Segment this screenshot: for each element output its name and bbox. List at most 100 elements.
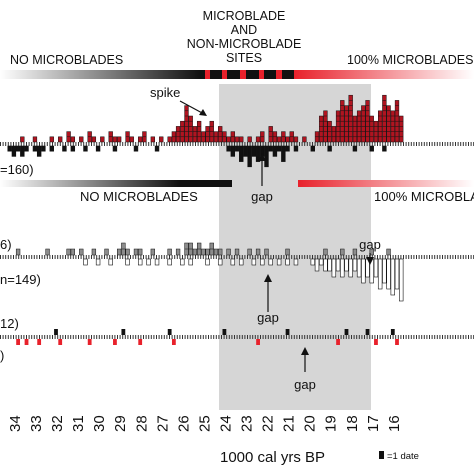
x-tick-label: 28 bbox=[133, 415, 150, 432]
row1-bar-below bbox=[239, 145, 244, 162]
row1-bar-above bbox=[348, 94, 353, 143]
row1-bar-below bbox=[352, 145, 358, 152]
row2-top-label: 6) bbox=[0, 237, 12, 252]
x-tick-label: 19 bbox=[323, 415, 340, 432]
row1-bar-above bbox=[352, 115, 358, 143]
row2-bar-above bbox=[15, 248, 21, 256]
x-tick-label: 25 bbox=[196, 415, 213, 432]
header-label-left: NO MICROBLADES bbox=[10, 53, 123, 67]
mixed-sites-bar bbox=[200, 70, 294, 79]
row1-bar-above bbox=[184, 105, 189, 143]
x-tick-label: 29 bbox=[112, 415, 129, 432]
band2-label-right: 100% MICROBLADE bbox=[374, 189, 474, 204]
gradient-bar-left bbox=[0, 70, 200, 79]
row2-bar-below bbox=[217, 258, 223, 266]
row1-bar-above bbox=[91, 136, 97, 143]
row2-bar-below bbox=[344, 258, 349, 272]
row2-bar-above bbox=[91, 248, 97, 256]
header-center-line-4: SITES bbox=[226, 51, 262, 65]
row2-bar-above bbox=[234, 248, 240, 256]
row2-bar-above bbox=[205, 248, 210, 256]
row2-bar-below bbox=[180, 258, 185, 266]
header-center-line-3: NON-MICROBLADE bbox=[187, 37, 302, 51]
row1-bar-above bbox=[302, 136, 307, 143]
gap-arrowhead-4 bbox=[301, 347, 309, 355]
histogram-row-1 bbox=[0, 94, 474, 168]
row1-bar-above bbox=[116, 136, 122, 143]
row3-bar-above bbox=[344, 329, 349, 335]
row3-bar-above bbox=[121, 329, 126, 335]
row2-bar-below bbox=[276, 258, 282, 266]
gap-label-3: gap bbox=[257, 310, 279, 325]
row2-bar-below bbox=[319, 258, 324, 266]
band2-gradient-right bbox=[298, 180, 474, 187]
row1-bar-above bbox=[285, 136, 290, 143]
header-center-line-1: MICROBLADE bbox=[203, 9, 286, 23]
row2-bar-below bbox=[285, 258, 290, 266]
row2-bar-below bbox=[239, 258, 244, 266]
row1-bar-above bbox=[226, 136, 231, 143]
row1-bar-below bbox=[95, 145, 101, 152]
row3-bar-below bbox=[58, 339, 63, 345]
row2-bar-above bbox=[167, 248, 172, 256]
row1-n-label: =160) bbox=[0, 162, 34, 177]
x-tick-label: 26 bbox=[175, 415, 192, 432]
row1-bar-below bbox=[15, 145, 21, 152]
row1-bar-above bbox=[188, 115, 193, 143]
row1-bar-above bbox=[167, 136, 172, 143]
row2-bar-above bbox=[255, 248, 261, 256]
row1-bar-below bbox=[243, 145, 248, 157]
spike-label: spike bbox=[150, 85, 180, 100]
row2-bar-below bbox=[394, 258, 400, 290]
row2-bar-below bbox=[356, 258, 362, 278]
row2-bar-above bbox=[386, 248, 391, 256]
row2-bar-above bbox=[369, 248, 374, 256]
gap-label-4: gap bbox=[294, 377, 316, 392]
row2-bar-above bbox=[79, 248, 84, 256]
row3-bar-below bbox=[37, 339, 42, 345]
row1-bar-below bbox=[112, 145, 118, 152]
row3-bar-below bbox=[336, 339, 340, 345]
row2-bar-above bbox=[138, 248, 143, 256]
x-tick-label: 23 bbox=[239, 415, 256, 432]
header-label-right: 100% MICROBLADES bbox=[347, 53, 473, 67]
row3-top-label: 12) bbox=[0, 316, 19, 331]
row1-bar-above bbox=[100, 136, 105, 143]
row2-bar-below bbox=[352, 258, 358, 272]
row3-bar-above bbox=[222, 329, 227, 335]
row2-bar-above bbox=[45, 248, 50, 256]
row1-bar-below bbox=[369, 145, 374, 152]
row2-bar-below bbox=[83, 258, 88, 266]
row2-bar-above bbox=[247, 248, 252, 256]
row1-bar-above bbox=[159, 136, 164, 143]
row3-bar-above bbox=[167, 329, 172, 335]
row1-bar-below bbox=[255, 145, 261, 162]
row2-bar-above bbox=[226, 248, 231, 256]
row2-bar-above bbox=[116, 248, 122, 256]
row1-bar-below bbox=[264, 145, 269, 168]
row2-bar-below bbox=[310, 258, 316, 266]
x-tick-label: 18 bbox=[344, 415, 361, 432]
row1-bar-above bbox=[79, 136, 84, 143]
row2-bar-below bbox=[251, 258, 257, 266]
row1-bar-below bbox=[247, 145, 252, 168]
row3-bar-above bbox=[390, 329, 395, 335]
x-tick-label: 33 bbox=[28, 415, 45, 432]
x-tick-label: 21 bbox=[281, 415, 298, 432]
row2-bar-above bbox=[285, 248, 290, 256]
x-axis-label: 1000 cal yrs BP bbox=[220, 449, 325, 466]
x-tick-label: 22 bbox=[260, 415, 277, 432]
row1-bar-below bbox=[49, 145, 54, 152]
row2-bar-above bbox=[192, 248, 198, 256]
row1-bar-above bbox=[331, 126, 337, 143]
row1-bar-above bbox=[239, 136, 244, 143]
row1-bar-below bbox=[293, 145, 299, 152]
row1-bar-below bbox=[83, 145, 88, 152]
row3-bar-above bbox=[54, 329, 58, 335]
row1-bar-above bbox=[382, 94, 387, 143]
x-tick-label: 27 bbox=[154, 415, 171, 432]
row2-bar-below bbox=[340, 258, 345, 278]
row2-bar-below bbox=[125, 258, 130, 266]
row3-bar-below bbox=[138, 339, 143, 345]
row1-bar-below bbox=[310, 145, 316, 152]
